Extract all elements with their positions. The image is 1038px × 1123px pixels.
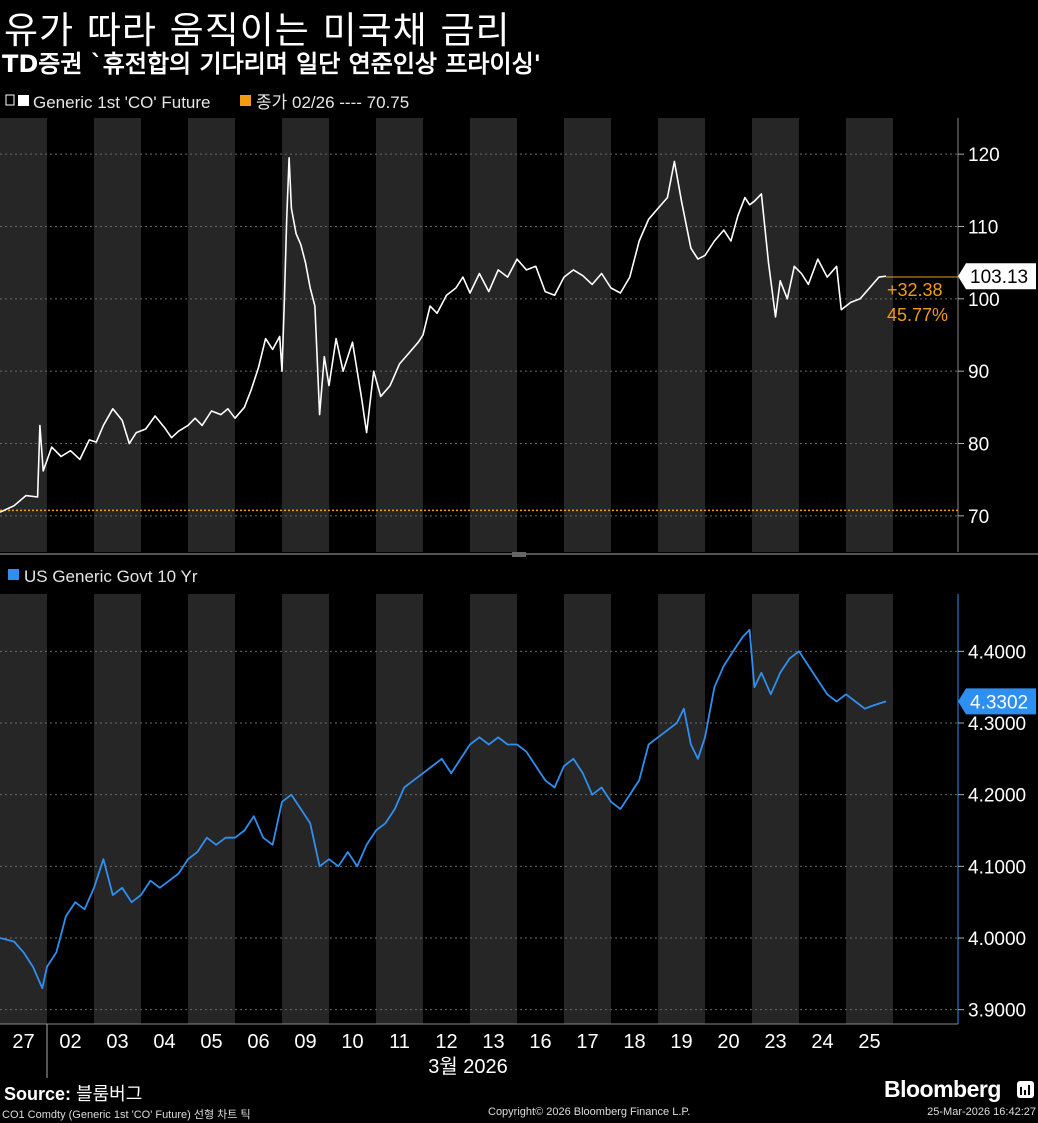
change-absolute: +32.38	[887, 280, 943, 300]
oil-day-band	[282, 118, 329, 552]
yield-last-value: 4.3302	[970, 692, 1028, 713]
oil-day-band	[752, 118, 799, 552]
x-tick-label: 23	[764, 1031, 786, 1053]
oil-ytick-label: 110	[968, 218, 998, 239]
yield-last-value-tag: 4.3302	[958, 688, 1036, 715]
oil-day-band	[846, 118, 893, 552]
yield-legend-swatch	[8, 569, 19, 580]
yield-day-band	[752, 594, 799, 1024]
reference-legend-label: 종가 02/26 ---- 70.75	[256, 93, 409, 112]
copyright: Copyright© 2026 Bloomberg Finance L.P.	[488, 1106, 691, 1118]
source-label: Source:	[4, 1084, 72, 1104]
x-tick-label: 17	[576, 1031, 598, 1053]
reference-legend-swatch	[240, 95, 251, 106]
yield-day-band	[470, 594, 517, 1024]
x-tick-label: 13	[482, 1031, 504, 1053]
yield-day-band	[564, 594, 611, 1024]
oil-ytick-label: 100	[968, 290, 1000, 311]
yield-ytick-label: 4.4000	[968, 642, 1026, 663]
oil-day-band	[0, 118, 47, 552]
x-tick-label: 11	[389, 1031, 410, 1053]
x-tick-label: 09	[294, 1031, 316, 1053]
yield-series-line	[0, 628, 887, 990]
source-note: Source: 블룸버그	[4, 1080, 142, 1106]
yield-ytick-label: 3.9000	[968, 1001, 1026, 1022]
yield-day-band	[658, 594, 705, 1024]
x-tick-label: 06	[247, 1031, 269, 1053]
yield-day-band	[282, 594, 329, 1024]
chart-title: 유가 따라 움직이는 미국채 금리	[4, 9, 511, 52]
x-tick-label: 24	[811, 1031, 833, 1053]
oil-legend-label: Generic 1st 'CO' Future	[33, 93, 211, 112]
oil-day-band	[376, 118, 423, 552]
oil-last-value: 103.13	[970, 267, 1028, 288]
yield-ytick-label: 4.2000	[968, 786, 1026, 807]
oil-ytick-label: 90	[968, 362, 989, 383]
x-tick-label: 10	[341, 1031, 363, 1053]
yield-day-band	[846, 594, 893, 1024]
x-tick-label: 25	[858, 1031, 880, 1053]
x-axis-month-label: 3월 2026	[428, 1055, 508, 1078]
x-tick-label: 04	[153, 1031, 175, 1053]
oil-day-band	[94, 118, 141, 552]
oil-ytick-label: 80	[968, 435, 989, 456]
x-tick-label: 02	[59, 1031, 81, 1053]
x-tick-label: 16	[529, 1031, 551, 1053]
oil-legend-swatch	[18, 95, 29, 106]
footer-note: CO1 Comdty (Generic 1st 'CO' Future) 선형 …	[2, 1109, 251, 1121]
oil-day-band	[188, 118, 235, 552]
legend-marker-icon	[5, 94, 15, 106]
change-percent: 45.77%	[887, 305, 948, 325]
bloomberg-terminal-icon	[1017, 1081, 1034, 1098]
chart-subtitle: TD증권 `휴전합의 기다리며 일단 연준인상 프라이싱'	[2, 50, 542, 78]
x-tick-label: 19	[670, 1031, 692, 1053]
x-tick-label: 03	[106, 1031, 128, 1053]
oil-ytick-label: 70	[968, 507, 989, 528]
x-tick-label: 12	[435, 1031, 457, 1053]
oil-day-band	[564, 118, 611, 552]
x-tick-label: 27	[12, 1031, 34, 1053]
yield-day-band	[188, 594, 235, 1024]
yield-ytick-label: 4.3000	[968, 714, 1026, 735]
x-tick-label: 05	[200, 1031, 222, 1053]
timestamp: 25-Mar-2026 16:42:27	[927, 1106, 1036, 1118]
yield-ytick-label: 4.1000	[968, 857, 1026, 878]
yield-day-band	[376, 594, 423, 1024]
bloomberg-logo: Bloomberg	[884, 1076, 1001, 1102]
yield-day-band	[0, 594, 47, 1024]
yield-panel: 3.9000 4.0000 4.1000 4.2000 4.3000 4.4000 US …	[0, 567, 1036, 1024]
x-tick-label: 18	[623, 1031, 645, 1053]
panel-resize-handle[interactable]	[512, 552, 526, 557]
oil-ytick-label: 120	[968, 145, 1000, 166]
x-tick-label: 20	[717, 1031, 739, 1053]
yield-ytick-label: 4.0000	[968, 929, 1026, 950]
source-value: 블룸버그	[76, 1084, 143, 1104]
oil-day-band	[470, 118, 517, 552]
yield-day-band	[94, 594, 141, 1024]
oil-day-band	[658, 118, 705, 552]
oil-series-line	[0, 157, 887, 513]
yield-legend-label: US Generic Govt 10 Yr	[24, 567, 198, 586]
oil-last-value-tag: 103.13	[958, 263, 1036, 290]
x-axis: 27 02 03 04 05 06 09 10 11 12 13 16 17 18 19 20 23 24 25	[12, 1024, 881, 1078]
